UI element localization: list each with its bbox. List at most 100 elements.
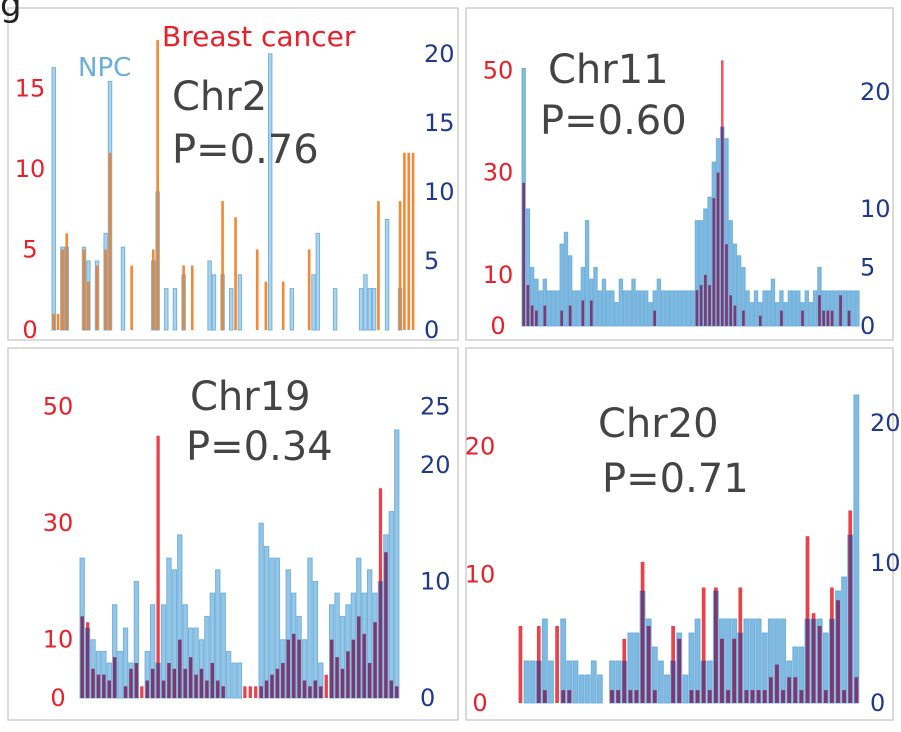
left-tick-label: 0 (50, 684, 65, 712)
bar-npc (267, 53, 273, 331)
bar-overlap (335, 657, 339, 698)
chart-panel-chr20: 0 10 20 0 10 20 Chr20 P=0.71 (465, 347, 901, 721)
bar-overlap (729, 295, 732, 326)
bar-overlap (543, 305, 547, 326)
bar-npc (236, 662, 243, 699)
bar-overlap (750, 690, 755, 703)
bar-overlap (389, 680, 393, 698)
bar-breast-cancer (87, 281, 90, 330)
left-tick-label: 10 (15, 155, 46, 183)
bar-overlap (205, 680, 209, 698)
right-tick-label: 10 (870, 549, 901, 577)
bar-npc (572, 660, 579, 704)
bar-overlap (216, 680, 220, 698)
left-tick-label: 0 (22, 316, 37, 344)
bar-overlap (151, 668, 155, 698)
left-tick-label: 50 (43, 393, 74, 421)
bar-npc (529, 660, 536, 704)
bar-npc (307, 557, 313, 699)
right-tick-label: 0 (420, 684, 435, 712)
bar-npc (172, 288, 178, 331)
bar-breast-cancer (701, 587, 706, 703)
bar-overlap (707, 690, 712, 703)
bar-overlap (581, 300, 585, 326)
bar-overlap (714, 591, 718, 703)
bar-overlap (732, 638, 737, 703)
bar-npc (546, 290, 552, 327)
bar-npc (384, 219, 390, 331)
bar-overlap (561, 690, 566, 703)
bar-npc (665, 290, 670, 327)
bar-npc (51, 67, 56, 331)
chart-panel-chr2: 0 5 10 15 0 5 10 15 20 Chr2 P=0.76 NPC Breast cancer (7, 7, 459, 344)
bar-npc (584, 674, 591, 704)
panel-title: Chr20 (598, 401, 719, 447)
bar-npc (657, 660, 664, 704)
bar-npc (686, 290, 691, 327)
bar-overlap (297, 639, 301, 698)
bar-overlap (671, 661, 675, 703)
right-tick-label: 5 (860, 253, 875, 281)
right-tick-label: 20 (420, 451, 451, 479)
bar-npc (787, 290, 793, 327)
bar-overlap (725, 244, 728, 326)
bar-overlap (357, 616, 361, 698)
bar-overlap (695, 290, 699, 326)
bar-npc (164, 288, 169, 331)
bar-overlap (313, 680, 318, 698)
right-tick-label: 20 (424, 40, 455, 68)
bar-overlap (567, 690, 572, 703)
bar-npc (237, 274, 243, 331)
bar-overlap (526, 285, 530, 326)
bar-overlap (319, 686, 323, 698)
bar-overlap (720, 126, 724, 326)
bar-overlap (822, 310, 825, 326)
bar-overlap (733, 305, 737, 326)
bar-npc (207, 260, 212, 331)
bar-npc (551, 290, 556, 327)
bar-breast-cancer (254, 686, 258, 698)
bar-overlap (161, 680, 166, 698)
bar-npc (639, 290, 645, 327)
right-tick-label: 10 (424, 178, 455, 206)
bar-npc (669, 290, 674, 327)
bar-overlap (762, 690, 767, 703)
bar-overlap (530, 305, 534, 326)
bar-overlap (793, 677, 798, 703)
bar-npc (606, 290, 611, 327)
bar-overlap (156, 663, 160, 698)
bar-npc (572, 290, 577, 327)
bar-npc (358, 288, 364, 331)
left-tick-label: 10 (43, 626, 74, 654)
panel-border (7, 347, 459, 721)
panel-title: Chr19 (190, 374, 311, 420)
bar-overlap (823, 690, 828, 703)
bar-overlap (221, 686, 225, 698)
bar-npc (576, 290, 581, 327)
bar-npc (263, 546, 270, 699)
bar-npc (332, 288, 338, 331)
bar-npc (644, 290, 649, 327)
bar-breast-cancer (243, 686, 247, 698)
bar-overlap (522, 182, 525, 326)
bar-npc (736, 255, 742, 327)
bar-breast-cancer (182, 265, 185, 330)
bar-overlap (646, 626, 651, 703)
bar-npc (371, 288, 377, 331)
bar-npc (813, 290, 818, 327)
bar-overlap (622, 661, 627, 703)
bar-overlap (123, 686, 128, 698)
bar-npc (225, 650, 232, 699)
bar-overlap (842, 690, 846, 703)
bar-overlap (768, 677, 773, 703)
bar-npc (211, 274, 217, 331)
right-tick-label: 0 (424, 316, 439, 344)
bar-overlap (653, 310, 656, 326)
bar-npc (682, 674, 689, 704)
bar-npc (220, 592, 226, 699)
bar-overlap (373, 622, 377, 698)
bar-overlap (286, 639, 290, 698)
bar-npc (635, 290, 640, 327)
